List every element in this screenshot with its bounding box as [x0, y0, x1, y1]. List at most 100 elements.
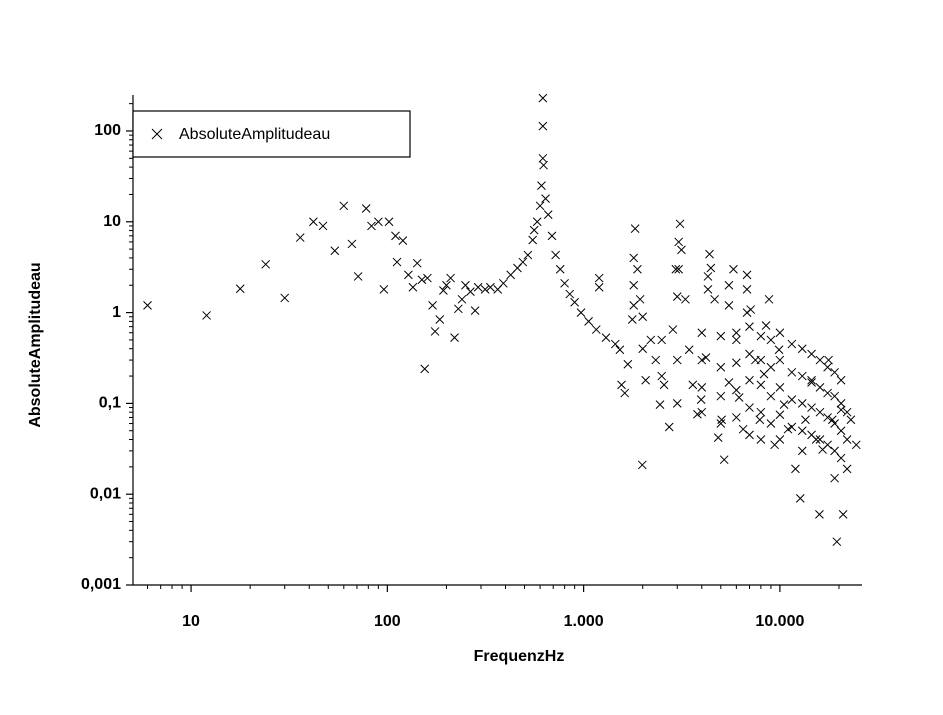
- data-point: [655, 400, 665, 409]
- y-axis-title: AbsoluteAmplitudeau: [27, 262, 44, 427]
- y-tick-label: 0,1: [99, 395, 121, 412]
- data-point: [143, 301, 152, 310]
- data-point: [742, 285, 752, 294]
- data-point: [838, 509, 848, 519]
- data-point: [442, 280, 451, 290]
- data-point: [318, 221, 328, 231]
- data-point: [528, 235, 538, 245]
- data-point: [398, 236, 408, 245]
- data-point: [565, 289, 575, 299]
- data-point: [775, 355, 785, 365]
- data-point: [775, 328, 785, 338]
- data-point: [675, 219, 685, 229]
- y-tick-label: 0,01: [90, 485, 121, 502]
- data-point: [551, 250, 560, 260]
- data-point: [774, 345, 784, 355]
- data-point: [535, 201, 545, 211]
- data-point: [453, 304, 463, 314]
- data-point: [450, 333, 459, 342]
- data-point: [518, 257, 528, 267]
- data-point: [756, 435, 766, 444]
- data-point: [807, 403, 816, 412]
- data-point: [391, 231, 400, 241]
- data-point: [428, 301, 437, 310]
- data-point: [836, 375, 846, 385]
- data-point: [594, 273, 604, 283]
- x-tick-label: 10.000: [755, 613, 804, 630]
- data-point: [361, 204, 371, 213]
- data-point: [620, 388, 630, 398]
- data-point: [668, 325, 678, 334]
- data-point: [724, 280, 734, 290]
- data-point: [807, 430, 816, 440]
- data-point: [672, 355, 682, 365]
- data-point: [823, 388, 832, 398]
- data-point: [697, 355, 707, 365]
- data-point: [807, 349, 816, 359]
- data-point: [384, 217, 394, 227]
- data-point: [339, 201, 349, 211]
- data-point: [703, 272, 713, 281]
- data-point: [761, 321, 771, 330]
- data-point: [646, 335, 656, 345]
- data-point: [466, 287, 475, 297]
- data-point: [779, 400, 789, 409]
- data-point: [367, 221, 376, 231]
- data-point: [713, 433, 723, 442]
- data-point: [638, 312, 648, 322]
- data-point: [697, 328, 707, 338]
- data-point: [594, 282, 604, 292]
- data-point: [543, 210, 553, 219]
- data-point: [697, 383, 707, 392]
- data-point: [651, 355, 661, 365]
- data-point: [705, 249, 714, 259]
- data-point: [842, 435, 852, 444]
- data-point: [756, 407, 766, 417]
- data-point: [824, 355, 833, 365]
- data-point: [538, 93, 548, 103]
- data-point: [764, 294, 774, 304]
- data-point: [815, 435, 825, 444]
- data-point: [716, 331, 726, 341]
- data-point: [830, 391, 839, 401]
- data-point: [347, 239, 357, 249]
- data-point: [830, 446, 839, 456]
- data-point: [486, 282, 495, 292]
- data-point: [591, 325, 601, 334]
- data-point: [435, 315, 445, 324]
- data-point: [745, 430, 754, 440]
- data-point: [759, 369, 769, 379]
- data-point: [836, 426, 846, 436]
- data-point: [734, 393, 744, 402]
- data-point: [696, 395, 706, 404]
- data-point: [615, 345, 625, 355]
- data-point: [701, 353, 711, 362]
- data-point: [719, 455, 729, 465]
- data-point: [532, 217, 542, 227]
- data-point: [330, 246, 340, 256]
- data-point: [703, 285, 713, 294]
- data-point: [717, 415, 727, 425]
- data-point: [529, 225, 539, 235]
- data-point: [677, 245, 686, 255]
- data-point: [601, 333, 611, 342]
- data-point: [641, 375, 650, 385]
- data-point: [716, 419, 726, 428]
- data-point: [732, 358, 741, 368]
- data-point: [745, 322, 754, 332]
- data-point: [261, 259, 271, 269]
- data-point: [830, 473, 839, 483]
- data-point: [797, 426, 807, 436]
- data-point: [684, 345, 694, 355]
- data-point: [309, 217, 318, 227]
- data-point: [674, 237, 684, 247]
- data-point: [537, 181, 546, 191]
- data-point: [506, 270, 516, 280]
- data-point: [674, 264, 684, 274]
- y-tick-label: 100: [94, 122, 121, 139]
- data-point: [538, 121, 548, 131]
- x-axis-title: FrequenzHz: [474, 648, 565, 665]
- data-point: [732, 413, 741, 422]
- x-tick-label: 1.000: [564, 613, 604, 630]
- data-point: [836, 453, 846, 463]
